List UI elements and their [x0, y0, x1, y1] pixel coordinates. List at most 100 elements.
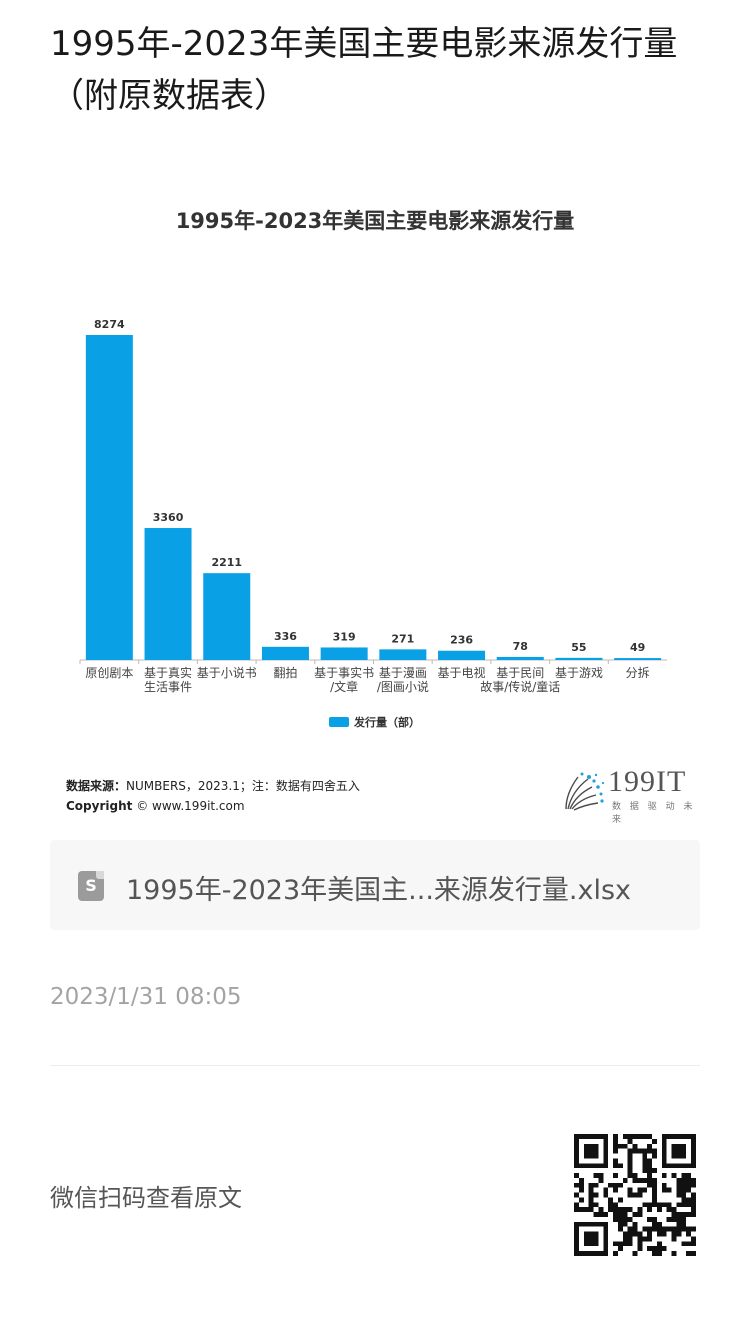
qr-module — [686, 1251, 692, 1256]
qr-module — [642, 1158, 648, 1164]
qr-module — [656, 1226, 662, 1232]
data-label: 2211 — [211, 556, 242, 569]
qr-module — [608, 1207, 614, 1213]
qr-module — [574, 1246, 579, 1252]
qr-module — [686, 1173, 692, 1178]
qr-module — [627, 1241, 633, 1247]
qr-module — [627, 1187, 633, 1193]
qr-module — [598, 1134, 604, 1139]
qr-module — [686, 1197, 692, 1203]
qr-module — [617, 1221, 623, 1227]
qr-module — [681, 1182, 687, 1188]
qr-module — [632, 1173, 638, 1178]
qr-module — [588, 1202, 594, 1208]
qr-module — [671, 1236, 677, 1242]
qr-module — [637, 1134, 643, 1139]
qr-module — [676, 1216, 682, 1222]
qr-module — [676, 1221, 682, 1227]
post-timestamp: 2023/1/31 08:05 — [50, 984, 242, 1010]
data-source: 数据来源：NUMBERS，2023.1；注：数据有四舍五入 Copyright … — [66, 776, 360, 816]
data-label: 55 — [571, 641, 586, 654]
qr-module — [671, 1143, 677, 1149]
qr-module — [578, 1182, 584, 1188]
qr-module — [676, 1231, 682, 1237]
qr-module — [574, 1192, 579, 1198]
qr-hint-text: 微信扫码查看原文 — [50, 1184, 242, 1212]
qr-module — [676, 1212, 682, 1217]
bar — [438, 650, 486, 660]
qr-module — [676, 1187, 682, 1193]
qr-module — [661, 1163, 667, 1169]
qr-module — [574, 1138, 579, 1144]
qr-module — [681, 1187, 687, 1193]
qr-module — [637, 1246, 643, 1252]
bar-chart: 1995年-2023年美国主要电影来源发行量 8274 原创剧本 3360 基于真实生… — [79, 209, 667, 729]
qr-module — [627, 1163, 633, 1169]
x-tick-label: 分拆 — [626, 665, 650, 680]
data-label: 336 — [274, 630, 297, 643]
qr-module — [617, 1226, 623, 1232]
qr-module — [681, 1241, 687, 1247]
qr-module — [627, 1173, 633, 1178]
qr-module — [652, 1192, 657, 1198]
qr-module — [588, 1192, 594, 1198]
qr-module — [583, 1143, 589, 1149]
qr-module — [676, 1163, 682, 1169]
qr-module — [598, 1173, 604, 1178]
qr-module — [632, 1143, 638, 1149]
qr-module — [676, 1192, 682, 1198]
qr-module — [647, 1236, 653, 1242]
qr-module — [661, 1173, 667, 1178]
qr-module — [656, 1202, 662, 1208]
qr-module — [574, 1143, 579, 1149]
qr-module — [691, 1138, 696, 1144]
qr-module — [686, 1182, 692, 1188]
qr-module — [632, 1221, 638, 1227]
qr-module — [647, 1246, 653, 1252]
qr-module — [691, 1163, 696, 1169]
qr-module — [574, 1236, 579, 1242]
qr-module — [681, 1143, 687, 1149]
qr-module — [666, 1226, 672, 1232]
qr-module — [588, 1241, 594, 1247]
x-tick-label: 故事/传说/童话 — [480, 679, 560, 694]
qr-module — [627, 1153, 633, 1159]
qr-module — [608, 1182, 614, 1188]
qr-module — [661, 1153, 667, 1159]
qr-module — [642, 1226, 648, 1232]
attachment-card[interactable]: S 1995年-2023年美国主...来源发行量.xlsx — [50, 840, 700, 930]
qr-module — [647, 1226, 653, 1232]
qr-module — [603, 1251, 609, 1256]
qr-module — [583, 1163, 589, 1169]
qr-module — [691, 1226, 696, 1232]
qr-module — [627, 1236, 633, 1242]
bar — [496, 656, 544, 660]
qr-module — [691, 1207, 696, 1213]
qr-module — [603, 1163, 609, 1169]
qr-module — [661, 1158, 667, 1164]
qr-module — [686, 1226, 692, 1232]
qr-module — [593, 1236, 599, 1242]
qr-module — [656, 1246, 662, 1252]
qr-module — [691, 1197, 696, 1203]
qr-module — [647, 1182, 653, 1188]
qr-module — [637, 1207, 643, 1213]
qr-module — [666, 1207, 672, 1213]
data-label: 271 — [391, 632, 414, 645]
qr-module — [613, 1202, 618, 1208]
qr-module — [671, 1173, 677, 1178]
qr-module — [671, 1216, 677, 1222]
qr-module — [603, 1143, 609, 1149]
qr-module — [661, 1148, 667, 1154]
qr-code-icon[interactable] — [574, 1134, 696, 1256]
qr-module — [617, 1212, 623, 1217]
qr-module — [578, 1251, 584, 1256]
qr-module — [603, 1246, 609, 1252]
qr-module — [632, 1251, 638, 1256]
qr-module — [661, 1187, 667, 1193]
qr-module — [627, 1231, 633, 1237]
qr-module — [627, 1216, 633, 1222]
qr-module — [622, 1236, 628, 1242]
qr-module — [691, 1192, 696, 1198]
qr-module — [681, 1163, 687, 1169]
